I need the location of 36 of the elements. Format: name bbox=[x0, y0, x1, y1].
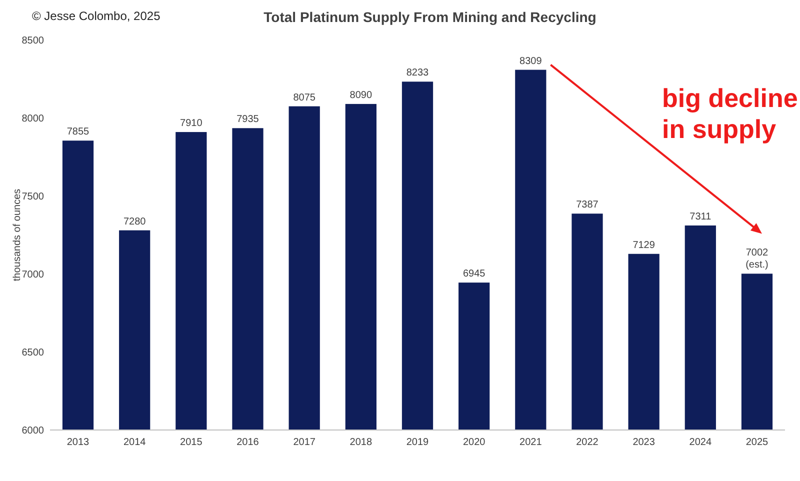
y-tick-label: 7000 bbox=[22, 270, 44, 280]
x-tick-label: 2023 bbox=[632, 437, 656, 448]
data-label: 7855 bbox=[66, 126, 90, 138]
data-label: 8075 bbox=[293, 92, 316, 104]
data-label: 7387 bbox=[576, 200, 599, 211]
chart-title: Total Platinum Supply From Mining and Recycling bbox=[264, 9, 596, 25]
x-tick-label: 2016 bbox=[236, 437, 260, 448]
x-tick-label: 2019 bbox=[406, 437, 430, 448]
data-label: 6945 bbox=[462, 268, 486, 280]
data-label: 7910 bbox=[180, 118, 203, 130]
x-tick-label: 2017 bbox=[293, 437, 316, 448]
data-label: 8233 bbox=[406, 68, 430, 79]
data-label: 7935 bbox=[236, 114, 260, 126]
y-tick-label: 6000 bbox=[22, 426, 44, 436]
data-label: 7129 bbox=[632, 240, 656, 251]
x-tick-label: 2021 bbox=[520, 437, 542, 448]
annotation: big decline in supply bbox=[662, 83, 798, 144]
y-tick-label: 7500 bbox=[22, 192, 44, 202]
y-tick-label: 8500 bbox=[22, 36, 44, 46]
x-tick-label: 2024 bbox=[689, 437, 712, 448]
x-tick-label: 2014 bbox=[123, 437, 146, 448]
y-axis-title: thousands of ounces bbox=[12, 188, 23, 282]
x-tick-label: 2020 bbox=[462, 437, 486, 448]
x-tick-label: 2025 bbox=[746, 437, 769, 448]
data-label: 7280 bbox=[123, 216, 146, 228]
data-label: 7002 (est.) bbox=[746, 248, 769, 271]
data-label: 8090 bbox=[350, 90, 372, 101]
x-tick-label: 2022 bbox=[576, 437, 599, 448]
y-tick-label: 6500 bbox=[22, 348, 44, 358]
text: © Jesse Colombo, 2025 bbox=[32, 9, 161, 23]
y-tick-label: 8000 bbox=[22, 114, 44, 124]
data-label: 7311 bbox=[690, 211, 712, 222]
x-tick-label: 2015 bbox=[180, 437, 203, 448]
x-tick-label: 2018 bbox=[350, 437, 372, 448]
x-tick-label: 2013 bbox=[66, 437, 90, 448]
data-label: 8309 bbox=[520, 56, 542, 67]
